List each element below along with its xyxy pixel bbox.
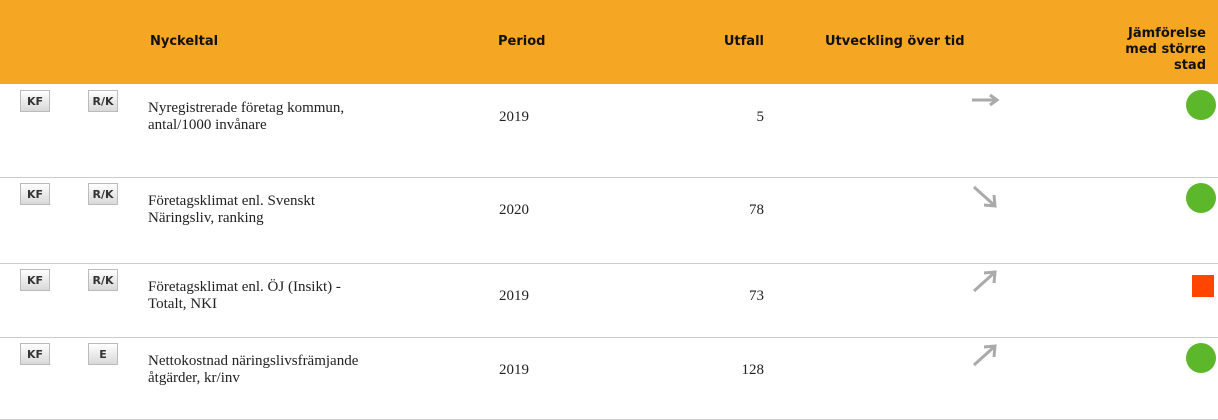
period: 2019 [499, 287, 529, 304]
outcome: 128 [741, 361, 765, 378]
outcome: 5 [756, 108, 765, 125]
badge: R/K [88, 90, 118, 112]
header-period: Period [498, 34, 546, 49]
outcome: 78 [749, 201, 764, 218]
trend-arrow [972, 185, 997, 208]
period: 2020 [499, 201, 529, 218]
badge: R/K [88, 183, 118, 205]
arrow-shape [972, 344, 997, 367]
trend-arrow [972, 344, 997, 367]
indicator-name: Nyregistrerade företag kommun, antal/100… [148, 100, 345, 133]
indicator-name: Nettokostnad näringslivsfrämjande åtgärd… [148, 353, 359, 386]
table-row: KF R/K Företagsklimat enl. Svenskt Närings… [0, 177, 1218, 264]
badge: E [88, 343, 118, 365]
badge: KF [20, 183, 50, 205]
trend-arrow [972, 93, 1000, 107]
table-row: KF E Nettokostnad näringslivsfrämjande åtg… [0, 337, 1218, 420]
header-comparison: Jämförelse med större stad [1125, 26, 1206, 73]
arrow-shape [972, 185, 997, 208]
trend-arrow [972, 270, 997, 293]
outcome: 73 [749, 287, 764, 304]
period: 2019 [499, 108, 529, 125]
indicator-name: Företagsklimat enl. Svenskt Näringsliv, … [148, 193, 316, 226]
indicator-name: Företagsklimat enl. ÖJ (Insikt) - Totalt… [148, 279, 341, 312]
comparison-good [1186, 343, 1216, 373]
arrow-shape [972, 93, 1000, 107]
comparison-good [1186, 90, 1216, 120]
table-row: KF R/K Nyregistrerade företag kommun, anta… [0, 84, 1218, 178]
table-header: Nyckeltal Period Utfall Utveckling över … [0, 0, 1218, 84]
badge: KF [20, 90, 50, 112]
comparison-bad [1192, 275, 1214, 297]
badge: KF [20, 269, 50, 291]
arrow-shape [972, 270, 997, 293]
comparison-good [1186, 183, 1216, 213]
badge: R/K [88, 269, 118, 291]
badge: KF [20, 343, 50, 365]
header-trend: Utveckling över tid [825, 34, 965, 49]
header-utfall: Utfall [723, 34, 764, 49]
table-row: KF R/K Företagsklimat enl. ÖJ (Insikt) - T… [0, 263, 1218, 338]
header-nyckeltal: Nyckeltal [150, 34, 219, 49]
period: 2019 [499, 361, 529, 378]
